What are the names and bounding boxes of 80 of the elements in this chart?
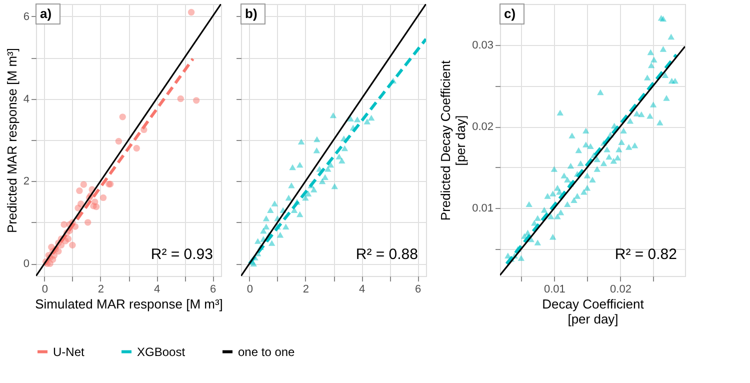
x-tick-label: 0 xyxy=(42,284,48,296)
x-tick-label: 6 xyxy=(415,284,422,296)
point xyxy=(84,219,92,226)
point xyxy=(314,136,320,142)
point xyxy=(77,200,84,208)
point xyxy=(364,118,370,124)
point xyxy=(296,211,304,218)
point xyxy=(290,207,298,213)
x-tick-label: 6 xyxy=(210,284,216,296)
point xyxy=(250,260,257,267)
point xyxy=(341,145,348,152)
point xyxy=(133,144,140,152)
point xyxy=(260,228,267,234)
point xyxy=(288,182,295,188)
y-tick-label: 0 xyxy=(23,258,30,270)
point xyxy=(60,221,68,228)
point xyxy=(296,162,304,168)
x-tick-label: 0.02 xyxy=(610,284,632,296)
y-tick-label: 2 xyxy=(23,176,30,188)
point xyxy=(267,207,274,213)
point xyxy=(324,166,332,172)
y-tick-label: 0.03 xyxy=(472,39,494,52)
point xyxy=(80,181,88,188)
point xyxy=(336,154,342,160)
point xyxy=(298,138,305,145)
point xyxy=(313,147,320,154)
point xyxy=(276,232,284,238)
point xyxy=(119,114,126,120)
y-tick-label: 4 xyxy=(23,93,30,106)
point xyxy=(69,242,76,248)
chart-title: a) xyxy=(40,6,52,21)
point xyxy=(310,186,318,192)
x-axis-title: Decay Coefficient [per day] xyxy=(542,296,644,326)
point xyxy=(177,95,184,102)
x-tick-label: 0.01 xyxy=(544,284,566,296)
y-tick-label: 6 xyxy=(23,10,30,23)
chart-title: c) xyxy=(504,6,516,21)
legend-label: one to one xyxy=(238,344,296,359)
point xyxy=(64,236,72,242)
point xyxy=(262,224,270,230)
point xyxy=(302,194,309,201)
y-tick-label: 0.02 xyxy=(472,121,494,134)
point xyxy=(48,244,55,250)
legend-label: U-Net xyxy=(53,344,85,359)
point xyxy=(318,178,326,184)
point xyxy=(354,116,361,122)
annotation: R² = 0.82 xyxy=(614,246,677,263)
point xyxy=(322,174,328,180)
point xyxy=(188,8,195,16)
point xyxy=(285,194,292,201)
point xyxy=(90,202,97,210)
x-tick-label: 4 xyxy=(358,284,366,296)
point xyxy=(192,97,200,104)
point xyxy=(289,164,296,170)
annotation: R² = 0.88 xyxy=(356,246,418,263)
point xyxy=(347,116,354,122)
y-axis-title: Predicted MAR response [M m³] xyxy=(4,48,20,233)
x-tick-label: 2 xyxy=(98,284,104,296)
x-tick-label: 4 xyxy=(154,284,160,296)
point xyxy=(268,240,276,246)
x-axis-title: Simulated MAR response [M m³] xyxy=(35,296,223,312)
point xyxy=(100,194,107,202)
point xyxy=(331,183,338,190)
point xyxy=(262,215,270,222)
y-tick-label: 0.01 xyxy=(472,202,494,215)
y-axis-title: Predicted Decay Coefficient [per day] xyxy=(438,60,468,221)
x-tick-label: 0 xyxy=(246,284,253,296)
point xyxy=(338,158,346,164)
x-tick-label: 2 xyxy=(302,284,310,296)
point xyxy=(115,138,122,145)
point xyxy=(368,114,375,121)
point xyxy=(304,190,312,196)
annotation: R² = 0.93 xyxy=(150,246,213,263)
point xyxy=(76,187,83,194)
legend-label: XGBoost xyxy=(137,344,186,359)
point xyxy=(254,238,262,244)
point xyxy=(271,200,278,206)
point xyxy=(330,112,337,118)
point xyxy=(282,224,290,230)
chart-title: b) xyxy=(245,6,258,21)
